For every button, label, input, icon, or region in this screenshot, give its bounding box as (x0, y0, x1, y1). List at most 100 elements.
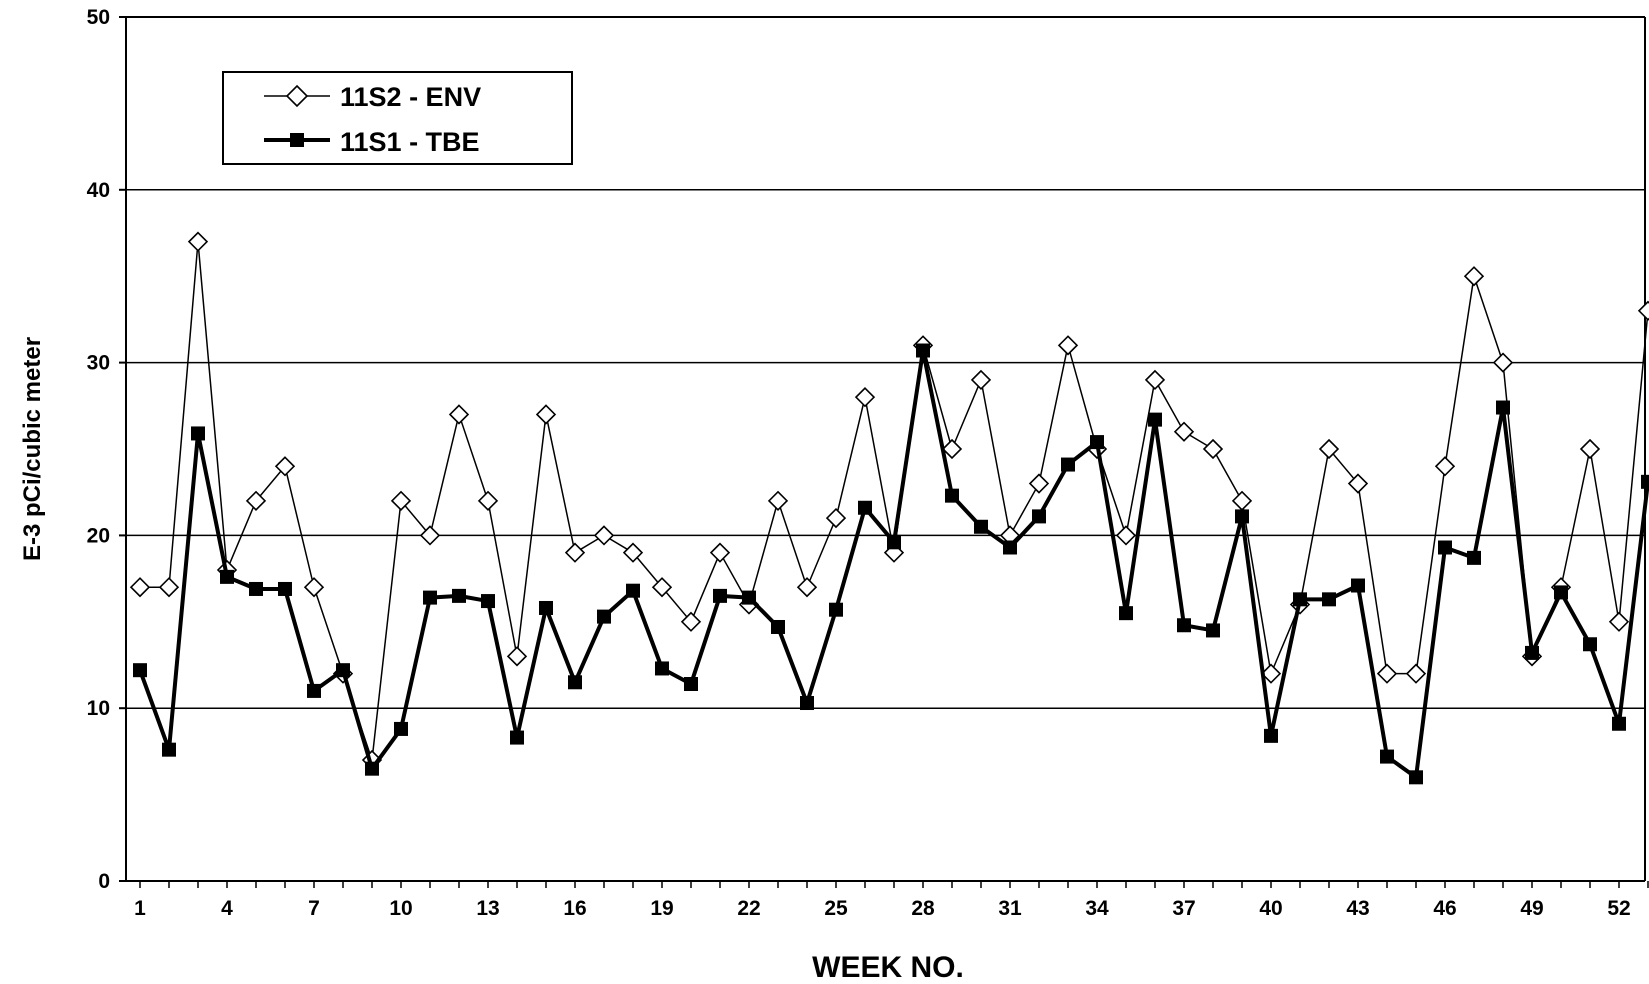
point-tbe (1409, 770, 1423, 785)
point-tbe (829, 602, 843, 617)
point-env (1318, 438, 1340, 460)
legend-diamond-icon (285, 84, 309, 108)
point-env (564, 542, 586, 563)
x-tick-label: 43 (1346, 897, 1369, 920)
point-tbe (1293, 592, 1307, 607)
point-env (1434, 456, 1456, 477)
point-tbe (1235, 509, 1249, 524)
point-env (158, 577, 180, 598)
x-tick-label: 40 (1259, 897, 1282, 920)
legend-box (222, 71, 573, 165)
point-env (593, 525, 615, 546)
point-tbe (1003, 540, 1017, 555)
point-tbe (365, 761, 379, 776)
legend-entry-env: 11S2 - ENV (264, 82, 481, 112)
point-tbe (655, 661, 669, 676)
x-tick-label: 52 (1607, 897, 1630, 920)
point-tbe (1061, 457, 1075, 472)
x-axis-title: WEEK NO. (812, 951, 964, 984)
x-tick-label: 4 (221, 897, 233, 920)
x-tick-label: 7 (308, 897, 320, 920)
x-tick-label: 25 (824, 897, 848, 920)
point-env (796, 577, 818, 598)
point-tbe (278, 581, 292, 596)
point-env (970, 369, 992, 391)
point-env (477, 490, 499, 511)
series-layer (129, 231, 1649, 785)
point-env (187, 231, 209, 252)
point-env (1492, 352, 1514, 373)
point-tbe (249, 581, 263, 596)
point-tbe (1090, 435, 1104, 450)
legend-label-env: 11S2 - ENV (340, 82, 481, 112)
x-tick-label: 28 (911, 897, 935, 920)
point-tbe (336, 663, 350, 678)
point-tbe (1438, 540, 1452, 555)
x-tick-label: 37 (1172, 897, 1195, 920)
x-tick-label: 1 (134, 897, 146, 920)
point-env (1579, 438, 1601, 460)
point-tbe (887, 535, 901, 550)
point-tbe (220, 569, 234, 584)
point-tbe (1612, 716, 1626, 731)
point-env (535, 404, 557, 425)
x-tick-label: 31 (998, 897, 1022, 920)
point-tbe (1554, 585, 1568, 600)
x-tick-label: 34 (1085, 897, 1109, 920)
point-env (1376, 663, 1398, 684)
point-tbe (1032, 509, 1046, 524)
point-env (419, 525, 441, 546)
legend: 11S2 - ENV 11S1 - TBE (222, 71, 573, 165)
point-tbe (307, 683, 321, 698)
point-tbe (713, 588, 727, 603)
point-tbe (539, 600, 553, 615)
point-env (1463, 266, 1485, 287)
x-tick-label: 16 (563, 897, 586, 920)
point-tbe (771, 619, 785, 634)
point-tbe (481, 594, 495, 609)
legend-entry-tbe: 11S1 - TBE (264, 127, 480, 157)
point-tbe (597, 609, 611, 624)
x-tick-label: 19 (650, 897, 673, 920)
y-tick-label: 40 (87, 179, 110, 202)
point-tbe (1525, 645, 1539, 660)
point-env (767, 490, 789, 511)
point-env (1347, 473, 1369, 494)
y-axis-title: E-3 pCi/cubic meter (19, 337, 46, 561)
axes (125, 16, 1646, 882)
point-tbe (1496, 400, 1510, 415)
y-tick-label: 20 (87, 524, 110, 547)
point-env (274, 456, 296, 477)
point-tbe (1177, 618, 1191, 633)
x-tick-label: 49 (1520, 897, 1543, 920)
y-tick-label: 30 (87, 352, 110, 375)
point-tbe (800, 696, 814, 711)
point-tbe (1583, 637, 1597, 652)
x-tick-label: 22 (737, 897, 760, 920)
point-env (1057, 335, 1079, 356)
point-tbe (423, 590, 437, 605)
point-tbe (974, 519, 988, 534)
point-tbe (1380, 749, 1394, 764)
y-tick-label: 0 (98, 870, 110, 893)
point-tbe (394, 721, 408, 736)
point-tbe (684, 677, 698, 692)
x-tick-label: 10 (389, 897, 412, 920)
point-tbe (1206, 623, 1220, 638)
point-tbe (742, 590, 756, 605)
point-env (680, 611, 702, 632)
point-env (1115, 525, 1137, 546)
point-env (825, 507, 847, 529)
point-env (1608, 611, 1630, 632)
point-env (1260, 663, 1282, 684)
point-tbe (1641, 474, 1649, 489)
point-env (506, 646, 528, 667)
point-env (854, 387, 876, 408)
y-tick-label: 10 (87, 697, 110, 720)
point-tbe (1351, 578, 1365, 593)
point-env (1144, 369, 1166, 391)
y-ticks: 0 10 20 30 40 50 (87, 6, 126, 893)
point-env (390, 490, 412, 511)
point-env (245, 490, 267, 511)
